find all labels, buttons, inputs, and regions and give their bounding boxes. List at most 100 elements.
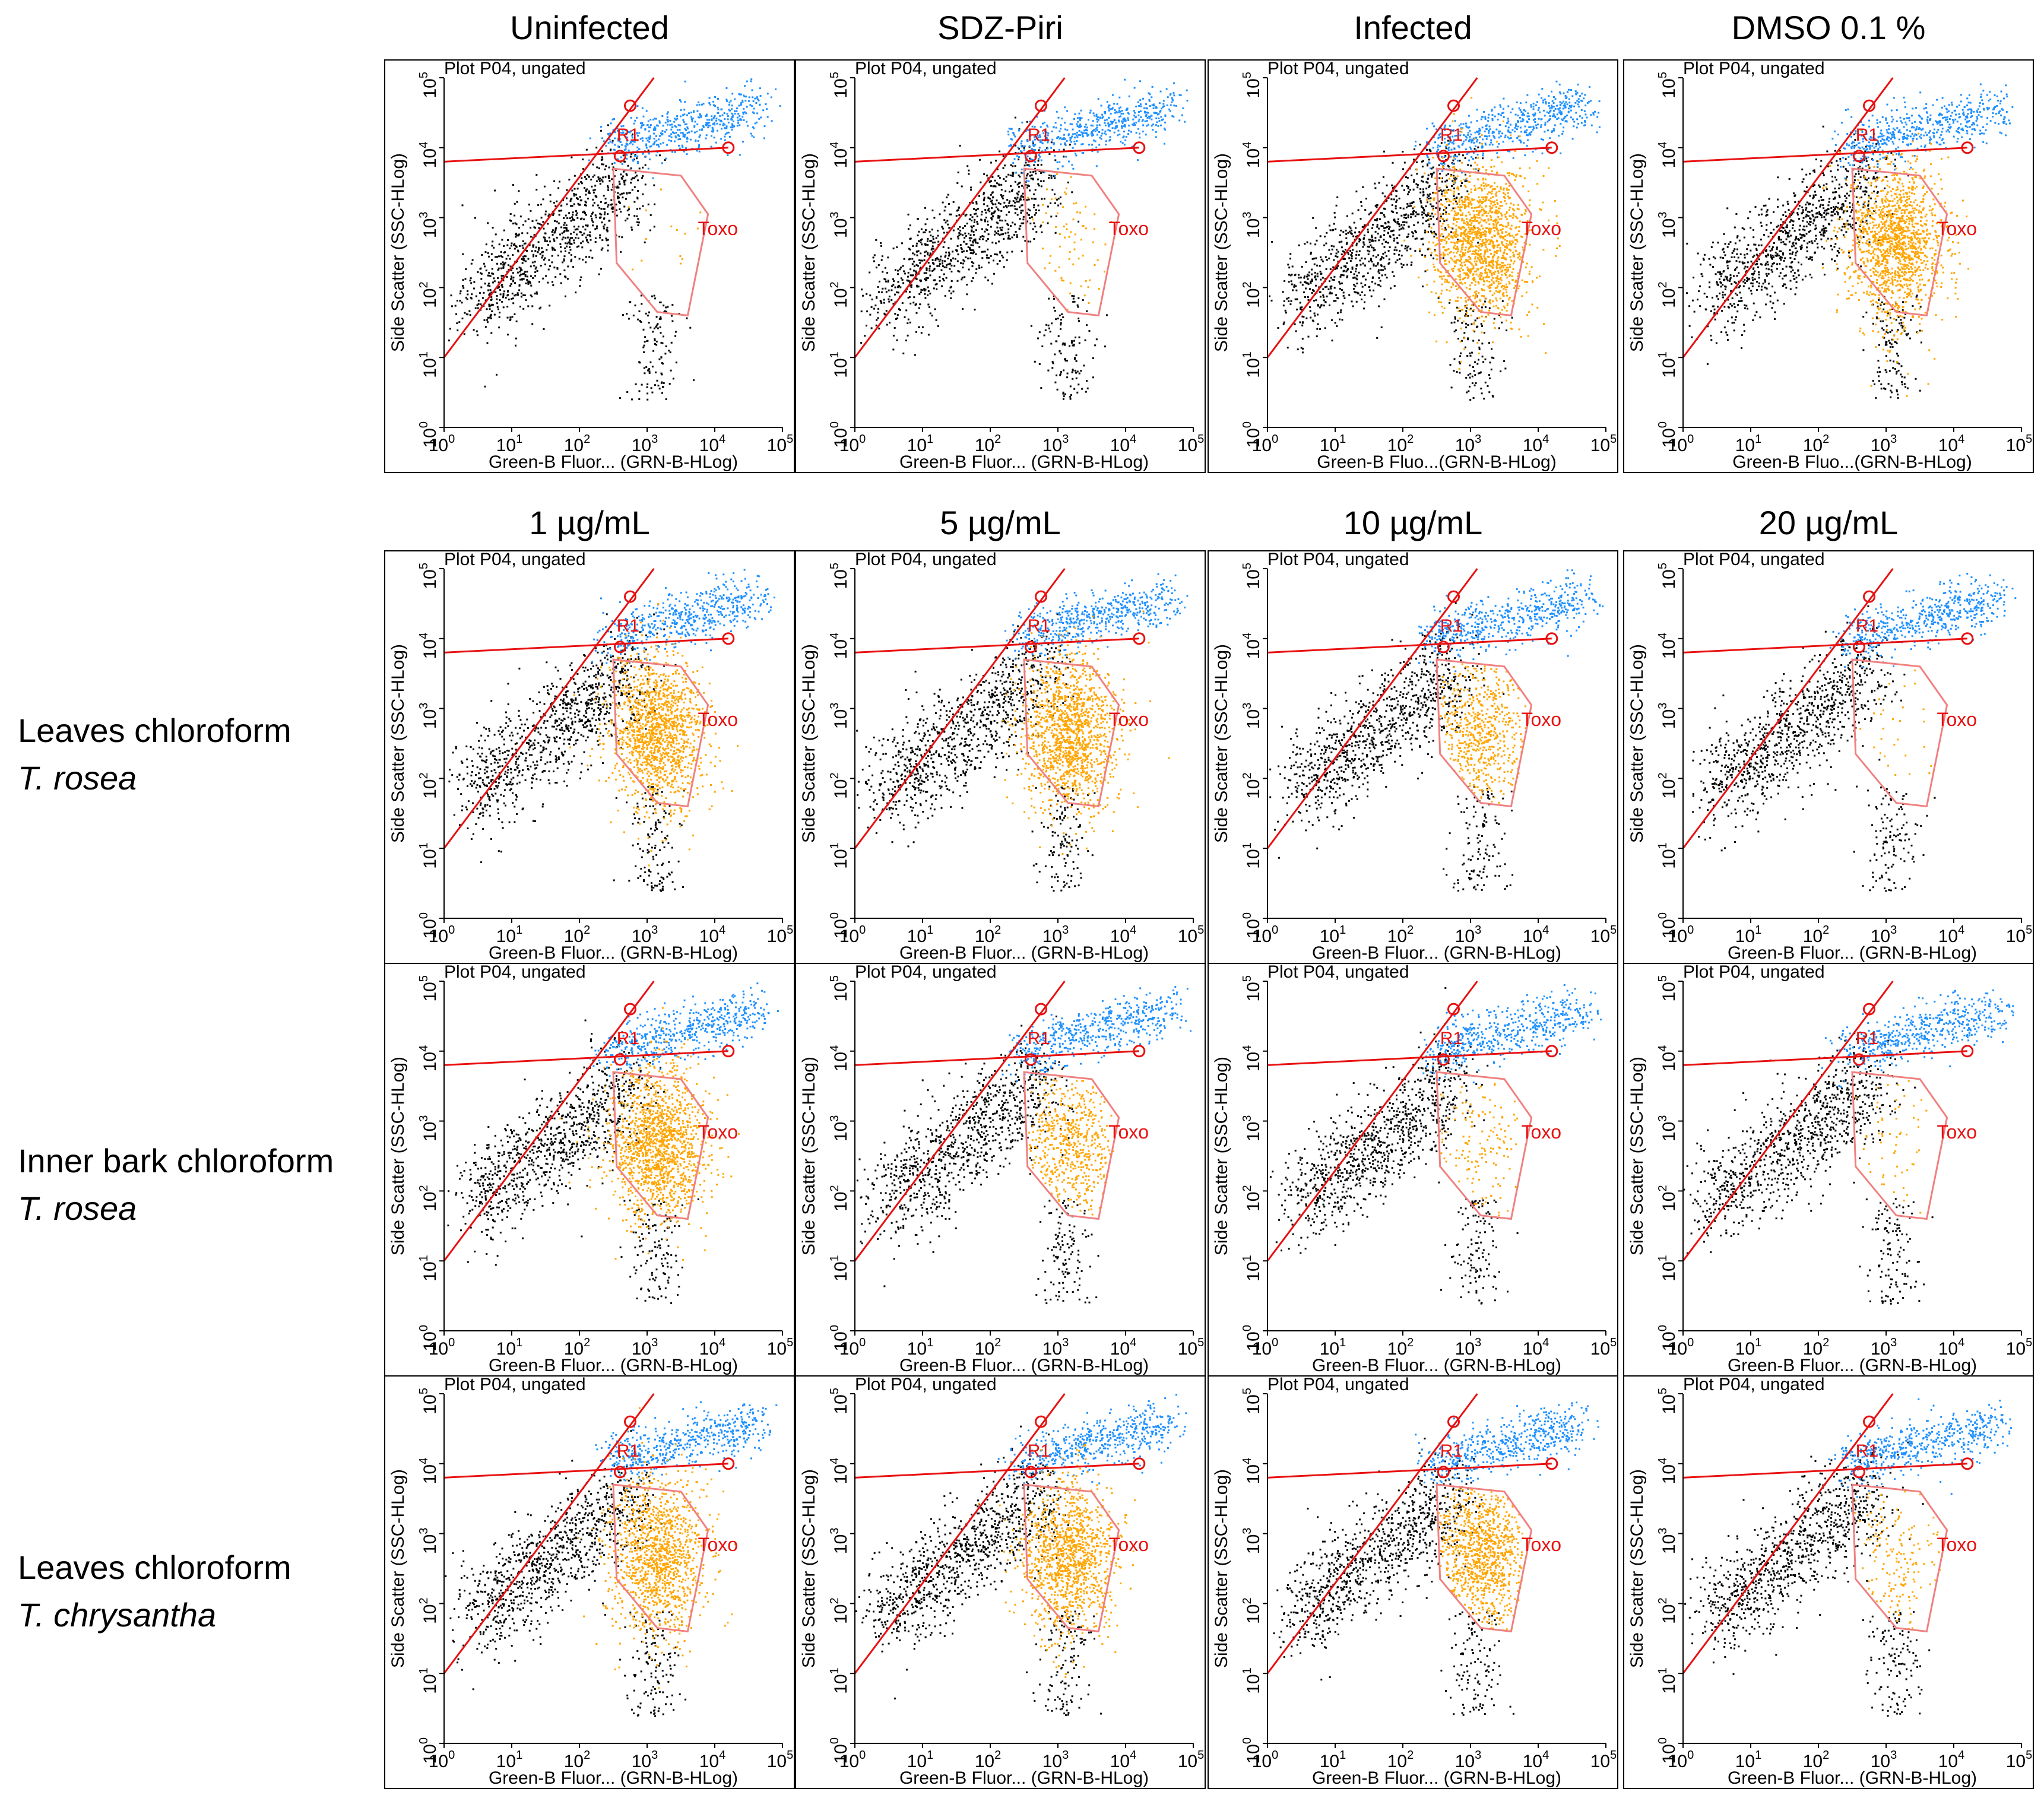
event-dot — [495, 256, 496, 258]
event-dot — [458, 321, 460, 323]
event-dot — [534, 250, 536, 252]
event-dot — [663, 382, 665, 384]
event-dot — [495, 233, 497, 235]
event-dot — [560, 282, 562, 284]
event-dot — [616, 210, 617, 211]
event-dot — [553, 267, 555, 268]
event-dot — [540, 224, 542, 226]
event-dot — [699, 134, 701, 136]
event-dot — [654, 141, 655, 143]
event-dot — [510, 220, 512, 222]
event-dot — [505, 297, 507, 299]
event-dot — [461, 302, 463, 303]
event-dot — [734, 99, 736, 100]
event-dot — [717, 130, 718, 132]
event-dot — [649, 135, 651, 137]
event-dot — [645, 164, 647, 166]
event-dot — [686, 318, 688, 319]
event-dot — [614, 162, 616, 164]
event-dot — [627, 210, 629, 211]
event-dot — [707, 126, 709, 128]
event-dot — [526, 271, 528, 272]
event-dot — [608, 176, 610, 177]
event-dot — [585, 214, 587, 216]
event-dot — [486, 308, 488, 310]
event-dot — [553, 180, 555, 182]
event-dot — [667, 119, 668, 121]
event-dot — [606, 229, 607, 230]
event-dot — [596, 227, 598, 229]
event-dot — [642, 107, 644, 109]
event-dot — [610, 141, 611, 142]
event-dot — [727, 115, 729, 117]
event-dot — [641, 177, 643, 179]
event-dot — [693, 379, 695, 381]
event-dot — [751, 105, 753, 107]
event-dot — [630, 227, 632, 229]
event-dot — [508, 299, 510, 300]
event-dot — [503, 293, 505, 295]
event-dot — [745, 96, 747, 97]
event-dot — [519, 271, 521, 272]
event-dot — [763, 137, 765, 139]
event-dot — [595, 214, 597, 216]
event-dot — [605, 237, 607, 239]
event-dot — [449, 328, 451, 329]
event-dot — [609, 220, 610, 222]
event-dot — [489, 305, 490, 307]
event-dot — [708, 102, 710, 104]
event-dot — [764, 125, 766, 127]
event-dot — [465, 278, 467, 280]
event-dot — [666, 398, 667, 400]
event-dot — [712, 101, 714, 103]
event-dot — [467, 313, 468, 315]
event-dot — [487, 285, 489, 287]
event-dot — [684, 134, 686, 136]
event-dot — [695, 121, 696, 123]
event-dot — [669, 135, 671, 137]
event-dot — [642, 194, 644, 195]
event-dot — [597, 176, 599, 178]
event-dot — [503, 263, 505, 265]
conc-header-3: 20 µg/mL — [1759, 504, 1899, 541]
event-dot — [580, 199, 582, 201]
event-dot — [530, 236, 532, 237]
event-dot — [674, 118, 676, 119]
event-dot — [679, 129, 681, 131]
event-dot — [462, 285, 464, 287]
event-dot — [584, 211, 585, 213]
event-dot — [654, 226, 655, 227]
event-dot — [515, 345, 516, 347]
event-dot — [485, 251, 487, 253]
event-dot — [486, 319, 488, 321]
event-dot — [677, 129, 679, 131]
event-dot — [520, 268, 522, 269]
event-dot — [603, 208, 604, 210]
event-dot — [535, 174, 537, 176]
event-dot — [701, 104, 703, 106]
event-dot — [607, 245, 609, 246]
event-dot — [573, 219, 575, 221]
event-dot — [683, 135, 684, 137]
event-dot — [560, 250, 562, 252]
event-dot — [645, 156, 647, 157]
event-dot — [646, 110, 648, 112]
event-dot — [522, 224, 524, 226]
conc-header-0: 1 µg/mL — [529, 504, 649, 541]
event-dot — [670, 133, 672, 135]
event-dot — [503, 290, 505, 292]
event-dot — [654, 384, 656, 386]
event-dot — [522, 245, 524, 246]
event-dot — [605, 165, 607, 167]
event-dot — [577, 198, 579, 200]
event-dot — [524, 271, 526, 273]
event-dot — [604, 214, 606, 215]
event-dot — [667, 113, 668, 115]
event-dot — [496, 263, 498, 265]
event-dot — [686, 141, 688, 142]
event-dot — [592, 164, 594, 166]
event-dot — [716, 123, 718, 125]
event-dot — [605, 198, 607, 199]
event-dot — [569, 241, 571, 243]
event-dot — [741, 116, 743, 118]
